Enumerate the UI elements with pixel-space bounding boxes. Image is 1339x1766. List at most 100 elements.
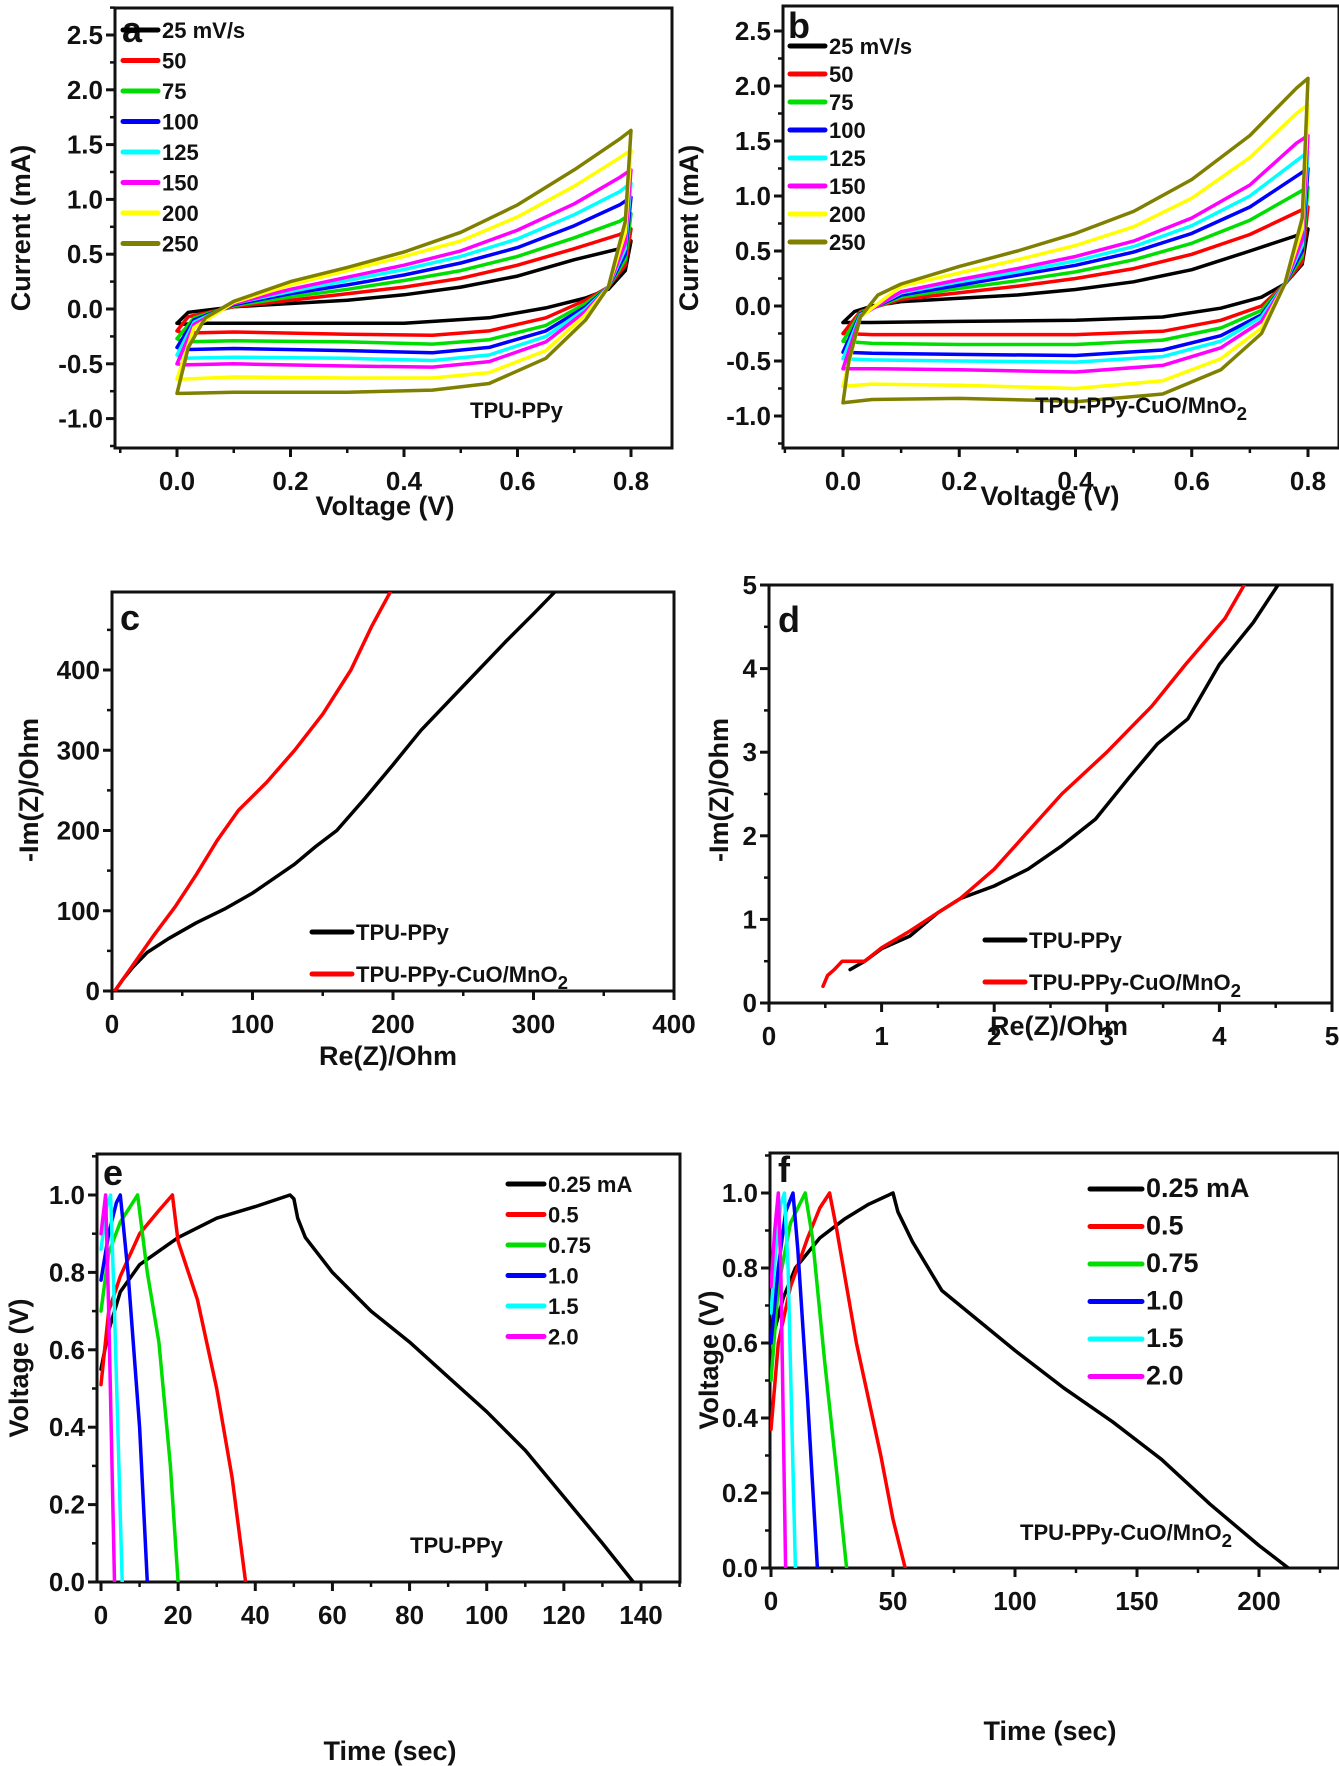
y-axis-title: -Im(Z)/Ohm xyxy=(704,718,734,862)
y-tick-label: -1.0 xyxy=(726,401,771,431)
legend: TPU-PPy TPU-PPy-CuO/MnO2 xyxy=(309,920,568,993)
series-line-2-0 xyxy=(770,1191,788,1568)
y-tick-label: 1.0 xyxy=(67,184,103,214)
y-tick-label: 0.6 xyxy=(49,1335,85,1365)
x-tick-label: 2 xyxy=(987,1021,1001,1051)
legend-label: 1.5 xyxy=(548,1294,579,1319)
plot-frame xyxy=(781,4,1339,450)
y-tick-label: 5 xyxy=(743,570,757,600)
x-tick-label: 120 xyxy=(542,1600,585,1630)
legend-label: 2.0 xyxy=(1146,1361,1184,1391)
y-tick-label: -0.5 xyxy=(58,349,103,379)
sample-annotation: TPU-PPy-CuO/MnO2 xyxy=(1020,1520,1232,1551)
y-tick-label: 0.5 xyxy=(67,239,103,269)
y-tick-label: 0.2 xyxy=(49,1490,85,1520)
series-line-125 xyxy=(841,150,1310,364)
series-line-0-5 xyxy=(770,1191,907,1568)
series-group xyxy=(99,1193,636,1582)
plot-frame xyxy=(95,1152,682,1584)
x-tick-label: 0.2 xyxy=(941,466,977,496)
panel-letter: c xyxy=(120,597,140,638)
y-tick-label: 300 xyxy=(57,735,100,765)
x-tick-label: 0.2 xyxy=(272,466,308,496)
series-line-250 xyxy=(841,76,1310,405)
x-tick-label: 20 xyxy=(164,1600,193,1630)
legend-label: 1.0 xyxy=(1146,1286,1184,1316)
legend-label: 25 mV/s xyxy=(829,34,912,59)
series-line-tpu-ppy-cuo-mno- xyxy=(113,592,392,991)
x-tick-label: 0 xyxy=(764,1586,778,1616)
y-tick-label: 1 xyxy=(743,904,757,934)
series-line-tpu-ppy xyxy=(848,585,1280,972)
x-tick-label: 0.8 xyxy=(613,466,649,496)
legend-label: 250 xyxy=(829,230,866,255)
legend-label: 0.75 xyxy=(548,1233,591,1258)
y-tick-label: 1.0 xyxy=(722,1178,758,1208)
legend-label: 150 xyxy=(162,171,199,196)
x-tick-label: 0 xyxy=(762,1021,776,1051)
series-line-250 xyxy=(175,128,633,396)
legend-label: 1.5 xyxy=(1146,1323,1184,1353)
y-tick-label: 1.0 xyxy=(49,1180,85,1210)
y-tick-label: -0.5 xyxy=(726,346,771,376)
legend-label: 0.5 xyxy=(1146,1211,1184,1241)
y-tick-label: 2 xyxy=(743,821,757,851)
x-tick-label: 0.6 xyxy=(499,466,535,496)
panel-c: 0 100 200 300 400 0 100 200 300 400 Re(Z)/Ohm -Im(Z… xyxy=(14,590,696,1071)
y-tick-label: 1.5 xyxy=(67,130,103,160)
panel-a: 0.0 0.2 0.4 0.6 0.8 -1.0 -0.5 0.0 0.5 1.0 1.5 2.0 2.… xyxy=(6,6,674,521)
series-group xyxy=(175,128,633,396)
legend-label: 50 xyxy=(829,62,853,87)
x-tick-label: 40 xyxy=(241,1600,270,1630)
plot-frame xyxy=(768,1151,1339,1570)
panel-e: 0 20 40 60 80 100 120 140 0.0 0.2 0.4 0.6 0.8 1.0 Time… xyxy=(4,1152,682,1766)
x-tick-label: 400 xyxy=(652,1009,695,1039)
x-axis-title: Time (sec) xyxy=(983,1716,1116,1746)
x-tick-label: 0.6 xyxy=(1174,466,1210,496)
legend-label: TPU-PPy-CuO/MnO2 xyxy=(356,962,568,993)
legend-label: 1.0 xyxy=(548,1264,579,1289)
series-group xyxy=(113,592,557,991)
legend: 25 mV/s 50 75 100 125 150 200 250 xyxy=(120,18,245,257)
series-line-1-0 xyxy=(770,1191,820,1568)
x-tick-label: 150 xyxy=(1115,1586,1158,1616)
legend: 0.25 mA 0.5 0.75 1.0 1.5 2.0 xyxy=(505,1172,632,1350)
legend-label: 0.5 xyxy=(548,1203,579,1228)
series-line-0-25-ma xyxy=(770,1191,1291,1568)
y-tick-label: 0.5 xyxy=(735,236,771,266)
x-tick-label: 0 xyxy=(105,1009,119,1039)
panel-letter: b xyxy=(788,5,810,46)
y-tick-label: 0.8 xyxy=(722,1253,758,1283)
x-tick-label: 140 xyxy=(619,1600,662,1630)
y-tick-label: 0.8 xyxy=(49,1257,85,1287)
legend-label: 125 xyxy=(829,146,866,171)
y-tick-label: 0.4 xyxy=(722,1403,759,1433)
series-group xyxy=(841,76,1310,405)
legend: 25 mV/s 50 75 100 125 150 200 250 xyxy=(787,34,912,255)
x-tick-label: 4 xyxy=(1212,1021,1227,1051)
x-tick-label: 5 xyxy=(1325,1021,1339,1051)
y-tick-label: 0.0 xyxy=(735,291,771,321)
x-tick-label: 80 xyxy=(395,1600,424,1630)
panel-d: 0 1 2 3 4 5012345Re(Z)/Ohm-Im(Z)/OhmdTPU-PPyT… xyxy=(704,570,1339,1051)
y-tick-label: 4 xyxy=(743,654,758,684)
x-tick-label: 100 xyxy=(465,1600,508,1630)
legend-label: 25 mV/s xyxy=(162,18,245,43)
y-tick-label: 400 xyxy=(57,655,100,685)
y-axis-title: Voltage (V) xyxy=(4,1298,34,1437)
y-tick-label: -1.0 xyxy=(58,404,103,434)
y-tick-label: 0 xyxy=(743,988,757,1018)
x-axis-title: Voltage (V) xyxy=(315,491,454,521)
legend-label: 0.75 xyxy=(1146,1248,1199,1278)
series-line-0-5 xyxy=(99,1193,248,1582)
x-tick-label: 300 xyxy=(512,1009,555,1039)
series-line-100 xyxy=(841,166,1310,358)
y-axis-title: Current (mA) xyxy=(6,145,36,312)
x-tick-label: 0 xyxy=(94,1600,108,1630)
legend-label: 200 xyxy=(162,201,199,226)
legend-label: 0.25 mA xyxy=(1146,1173,1250,1203)
y-tick-label: 0.2 xyxy=(722,1478,758,1508)
y-tick-label: 100 xyxy=(57,896,100,926)
legend-label: 100 xyxy=(829,118,866,143)
